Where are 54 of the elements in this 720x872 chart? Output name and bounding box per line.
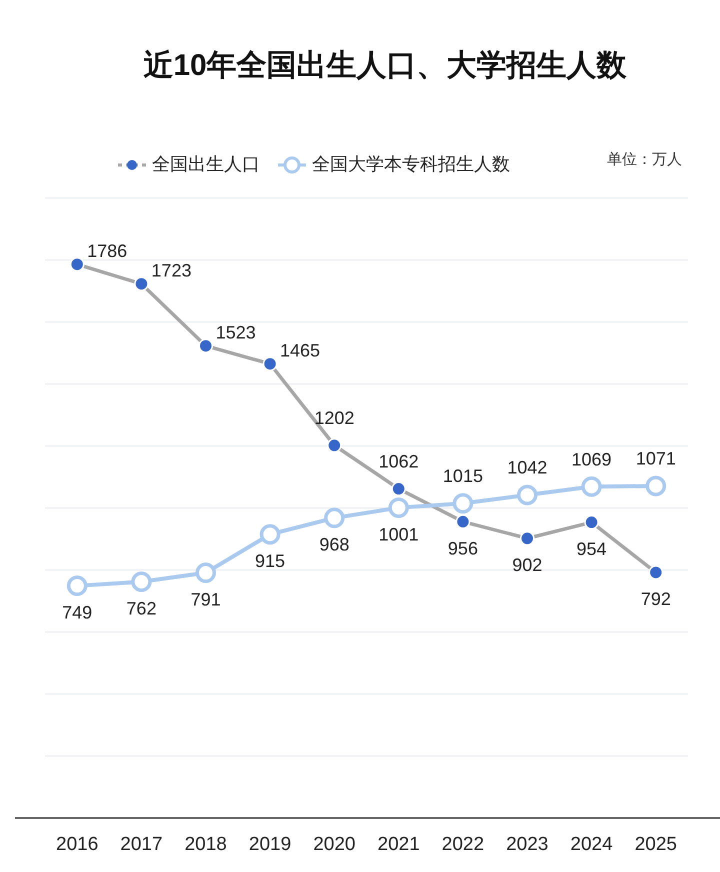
x-tick-label: 2020 [313,834,356,856]
point [262,356,278,372]
data-label: 1001 [378,524,419,544]
legend-label: 全国出生人口 [152,154,260,174]
text: 单位：万人 [607,150,682,168]
point [131,572,152,592]
data-label: 1071 [636,448,676,469]
data-label: 902 [512,555,542,576]
x-tick-label: 2019 [248,834,292,856]
data-label: 1723 [151,260,192,281]
point [260,524,280,545]
x-tick-label: 2022 [442,834,484,856]
point [646,476,666,496]
data-label: 1069 [572,449,612,470]
data-label: 1015 [442,466,483,486]
point [648,565,664,580]
data-label: 1523 [216,322,256,343]
point [581,476,602,497]
x-tick-label: 2016 [56,834,98,856]
data-label: 749 [62,602,92,623]
data-label: 792 [640,589,671,610]
x-tick-label: 2023 [506,834,548,856]
point [196,562,216,584]
x-tick-label: 2024 [570,834,614,856]
point [70,257,84,272]
point [327,438,342,453]
point [198,338,213,354]
x-tick-label: 2025 [634,834,677,856]
data-label: 762 [126,598,156,619]
data-label: 1786 [87,241,128,262]
point [456,514,470,529]
point [388,497,409,518]
data-label: 968 [319,534,350,555]
point [584,515,599,530]
legend-label: 全国大学本专科招生人数 [312,154,510,174]
point [520,531,534,546]
point [517,484,538,506]
point [134,276,149,292]
x-tick-label: 2017 [120,834,163,856]
point [452,493,474,514]
x-tick-label: 2018 [184,834,227,856]
data-label: 954 [576,539,607,560]
data-label: 915 [255,551,286,572]
data-label: 1042 [507,458,548,478]
data-label: 956 [448,538,478,558]
data-label: 1465 [280,340,320,361]
data-label: 1202 [314,408,354,428]
x-tick-label: 2021 [378,834,420,856]
point [324,508,345,528]
point [66,576,88,596]
data-label: 791 [190,590,221,610]
chart-title: 近10年全国出生人口、大学招生人数 [143,48,628,82]
point [391,482,406,496]
data-label: 1062 [378,452,419,472]
